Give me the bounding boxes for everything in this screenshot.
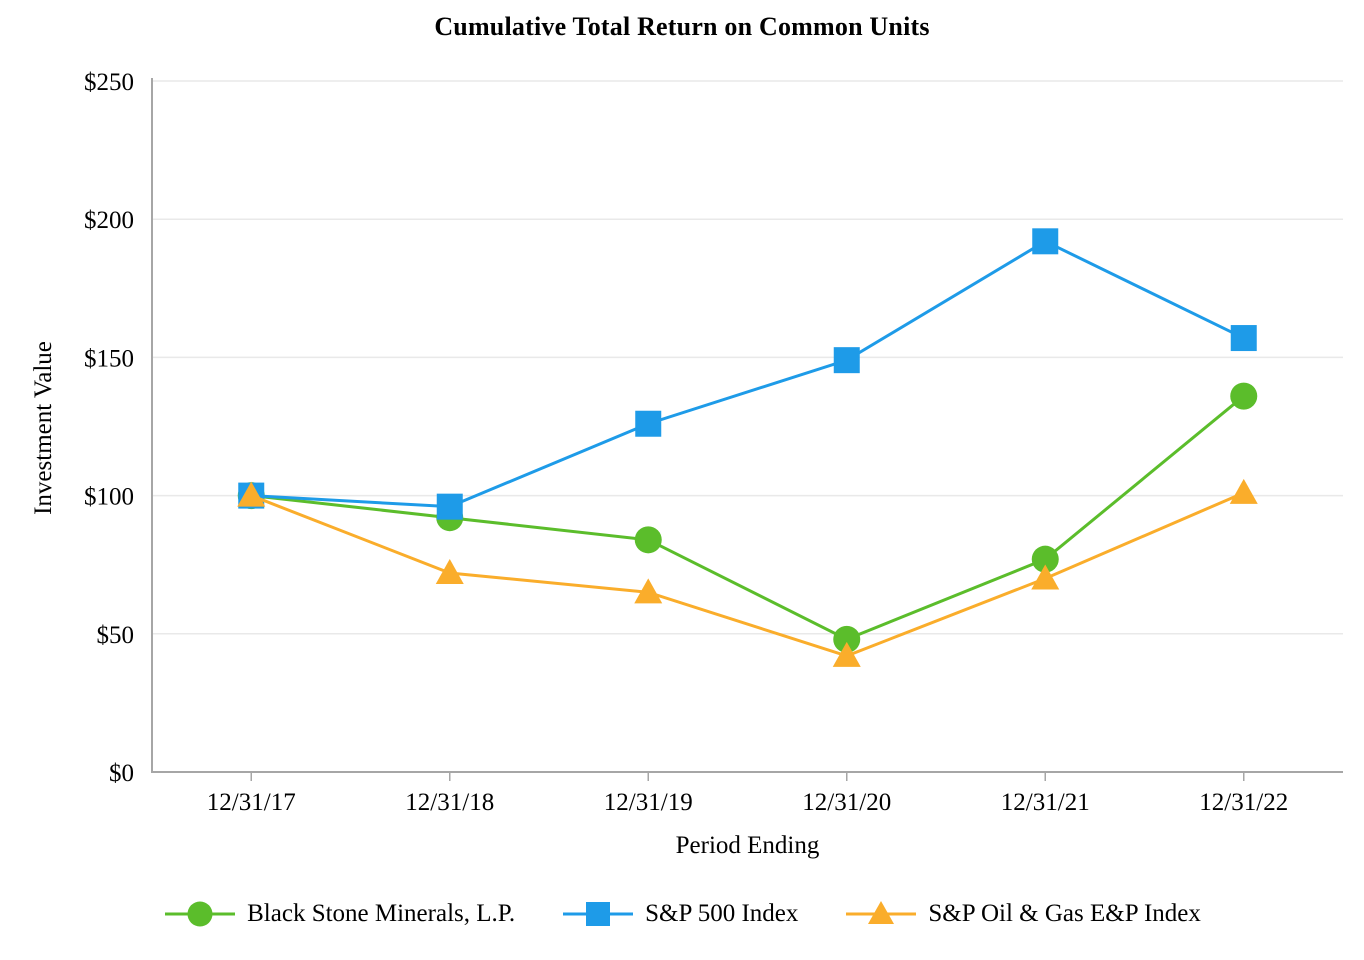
chart-title: Cumulative Total Return on Common Units	[434, 12, 930, 41]
y-tick-label: $200	[84, 207, 134, 234]
plot-area: 12/31/17 12/31/18 12/31/19 12/31/20 12/31/21…	[84, 69, 1343, 816]
y-tick-label: $100	[84, 484, 134, 511]
legend-marker-square	[563, 902, 634, 926]
data-point-circle	[187, 901, 213, 927]
x-axis-title: Period Ending	[675, 832, 820, 859]
x-tick-label: 12/31/18	[405, 789, 494, 816]
series-line	[251, 239, 1245, 509]
series-square	[238, 228, 1257, 520]
data-point-square	[1032, 228, 1059, 255]
legend-marker-circle	[165, 901, 236, 927]
y-tick-label: $0	[109, 760, 134, 787]
series-triangle	[237, 478, 1258, 667]
data-point-triangle	[435, 558, 464, 584]
x-tick-label: 12/31/20	[802, 789, 891, 816]
legend-label: S&P Oil & Gas E&P Index	[928, 900, 1201, 927]
y-tick-label: $150	[84, 345, 134, 372]
data-point-triangle	[634, 578, 663, 604]
data-point-circle	[1230, 382, 1258, 410]
legend-item: S&P Oil & Gas E&P Index	[844, 895, 1201, 933]
legend-label: S&P 500 Index	[645, 900, 799, 927]
data-point-square	[833, 347, 860, 374]
data-point-triangle	[1031, 564, 1060, 590]
y-tick-label: $250	[84, 69, 134, 96]
x-tick-label: 12/31/19	[604, 789, 693, 816]
x-tick-label: 12/31/22	[1199, 789, 1288, 816]
y-tick-label: $50	[97, 622, 135, 649]
legend-marker-triangle	[846, 901, 917, 924]
x-tick-label: 12/31/21	[1001, 789, 1090, 816]
x-tick-label: 12/31/17	[207, 789, 296, 816]
series-circle	[237, 382, 1258, 653]
data-point-triangle	[868, 901, 895, 924]
data-point-square	[436, 493, 463, 520]
data-point-square	[586, 902, 611, 926]
legend-item: S&P 500 Index	[561, 895, 798, 933]
data-point-square	[635, 410, 662, 437]
data-point-circle	[634, 526, 662, 554]
data-point-square	[1230, 325, 1257, 352]
legend-label: Black Stone Minerals, L.P.	[247, 900, 516, 927]
legend: Black Stone Minerals, L.P. S&P 500 Index S…	[0, 895, 1364, 933]
data-point-circle	[1031, 545, 1059, 573]
data-point-triangle	[832, 641, 861, 667]
series-line	[251, 394, 1245, 641]
data-point-triangle	[1229, 478, 1258, 504]
legend-item: Black Stone Minerals, L.P.	[163, 895, 515, 933]
data-point-circle	[833, 625, 861, 653]
data-point-triangle	[237, 481, 266, 507]
series-line	[250, 491, 1245, 658]
